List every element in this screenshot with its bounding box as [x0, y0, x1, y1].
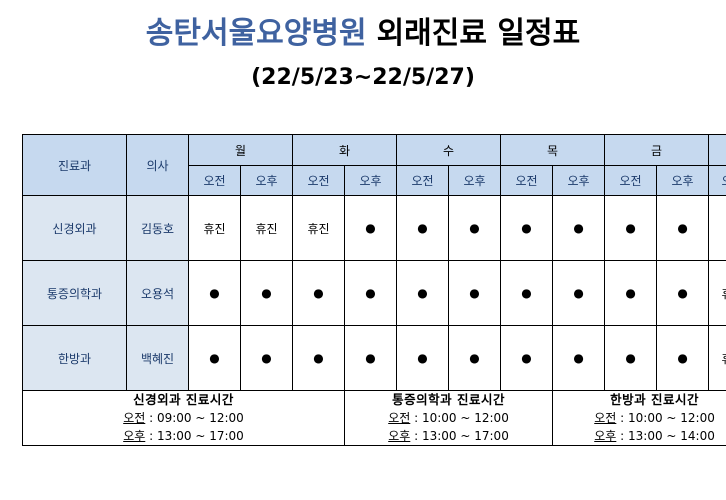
header-day-wed: 수	[396, 134, 502, 166]
header-day-mon: 월	[187, 134, 294, 166]
note-am-line: 오전 : 10:00 ~ 12:00	[553, 409, 726, 427]
row-department: 통증의학과	[22, 260, 127, 326]
row-department: 한방과	[22, 325, 127, 391]
note-am-label: 오전	[594, 411, 617, 425]
note-am-time: : 10:00 ~ 12:00	[414, 411, 509, 425]
header-session-sat-am: 오전	[708, 165, 726, 196]
slot-wed-am: ●	[396, 325, 450, 391]
note-pm-line: 오후 : 13:00 ~ 17:00	[23, 427, 344, 445]
row-doctor: 백혜진	[126, 325, 189, 391]
note-am-time: : 09:00 ~ 12:00	[149, 411, 244, 425]
note-title: 한방과 진료시간	[610, 392, 699, 407]
page-title: 송탄서울요양병원 외래진료 일정표 (22/5/23~22/5/27)	[0, 14, 726, 92]
row-doctor: 김동호	[126, 195, 189, 261]
title-subject: 외래진료 일정표	[376, 16, 581, 51]
note-pm-label: 오후	[388, 429, 411, 443]
header-day-sat: 토	[708, 134, 726, 166]
header-department: 진료과	[22, 134, 127, 196]
header-session-tue-am: 오전	[292, 165, 346, 196]
table-header-row-days: 진료과 의사 월 화 수 목 금 토	[22, 134, 726, 196]
slot-wed-pm: ●	[448, 195, 502, 261]
slot-mon-pm: 휴진	[239, 195, 294, 261]
slot-mon-am: ●	[188, 325, 241, 391]
slot-thu-pm: ●	[552, 325, 606, 391]
slot-wed-am: ●	[396, 195, 450, 261]
slot-fri-pm: ●	[656, 195, 710, 261]
slot-sat-am: ●	[708, 195, 726, 261]
slot-mon-am: 휴진	[188, 195, 241, 261]
header-session-fri-pm: 오후	[656, 165, 710, 196]
table-row: 통증의학과 오용석 ● ● ● ● ● ● ● ● ● ● 휴진	[22, 260, 726, 326]
note-pm-line: 오후 : 13:00 ~ 14:00	[553, 427, 726, 445]
note-pain-medicine: 통증의학과 진료시간 오전 : 10:00 ~ 12:00 오후 : 13:00…	[344, 390, 554, 446]
header-session-wed-am: 오전	[396, 165, 450, 196]
table-row: 한방과 백혜진 ● ● ● ● ● ● ● ● ● ● 휴진	[22, 325, 726, 391]
slot-tue-am: ●	[292, 260, 346, 326]
header-day-fri: 금	[604, 134, 710, 166]
slot-wed-pm: ●	[448, 260, 502, 326]
title-date-range: (22/5/23~22/5/27)	[251, 65, 475, 90]
note-pm-line: 오후 : 13:00 ~ 17:00	[345, 427, 552, 445]
title-line-primary: 송탄서울요양병원 외래진료 일정표	[0, 14, 726, 54]
header-doctor: 의사	[126, 134, 189, 196]
slot-mon-pm: ●	[239, 325, 294, 391]
row-doctor: 오용석	[126, 260, 189, 326]
slot-sat-am: 휴진	[708, 260, 726, 326]
slot-sat-am: 휴진	[708, 325, 726, 391]
header-day-tue: 화	[292, 134, 398, 166]
slot-tue-pm: ●	[344, 325, 398, 391]
note-pm-label: 오후	[594, 429, 617, 443]
header-session-tue-pm: 오후	[344, 165, 398, 196]
note-pm-time: : 13:00 ~ 17:00	[149, 429, 244, 443]
slot-mon-am: ●	[188, 260, 241, 326]
table-notes-row: 신경외과 진료시간 오전 : 09:00 ~ 12:00 오후 : 13:00 …	[21, 390, 726, 446]
slot-fri-pm: ●	[656, 325, 710, 391]
note-title: 통증의학과 진료시간	[392, 392, 505, 407]
note-am-line: 오전 : 09:00 ~ 12:00	[23, 409, 344, 427]
note-title: 신경외과 진료시간	[133, 392, 234, 407]
header-day-thu: 목	[500, 134, 606, 166]
note-am-label: 오전	[388, 411, 411, 425]
header-session-mon-am: 오전	[188, 165, 241, 196]
note-oriental-medicine: 한방과 진료시간 오전 : 10:00 ~ 12:00 오후 : 13:00 ~…	[552, 390, 726, 446]
header-session-thu-am: 오전	[500, 165, 554, 196]
slot-mon-pm: ●	[239, 260, 294, 326]
slot-thu-pm: ●	[552, 260, 606, 326]
note-am-label: 오전	[123, 411, 146, 425]
slot-fri-am: ●	[604, 325, 658, 391]
note-pm-time: : 13:00 ~ 17:00	[414, 429, 509, 443]
row-department: 신경외과	[22, 195, 127, 261]
slot-thu-am: ●	[500, 325, 554, 391]
slot-tue-am: ●	[292, 325, 346, 391]
slot-wed-am: ●	[396, 260, 450, 326]
slot-thu-am: ●	[500, 260, 554, 326]
slot-thu-pm: ●	[552, 195, 606, 261]
header-session-mon-pm: 오후	[239, 165, 294, 196]
header-session-thu-pm: 오후	[552, 165, 606, 196]
note-pm-label: 오후	[123, 429, 146, 443]
slot-tue-pm: ●	[344, 195, 398, 261]
slot-fri-pm: ●	[656, 260, 710, 326]
slot-fri-am: ●	[604, 260, 658, 326]
slot-fri-am: ●	[604, 195, 658, 261]
schedule-table: 진료과 의사 월 화 수 목 금 토 오전 오후 오전 오후 오전 오후 오전 …	[21, 134, 726, 446]
slot-tue-am: 휴진	[292, 195, 346, 261]
table-row: 신경외과 김동호 휴진 휴진 휴진 ● ● ● ● ● ● ● ●	[22, 195, 726, 261]
note-neurosurgery: 신경외과 진료시간 오전 : 09:00 ~ 12:00 오후 : 13:00 …	[21, 390, 346, 446]
note-am-line: 오전 : 10:00 ~ 12:00	[345, 409, 552, 427]
header-session-fri-am: 오전	[604, 165, 658, 196]
note-pm-time: : 13:00 ~ 14:00	[620, 429, 715, 443]
hospital-name: 송탄서울요양병원	[145, 16, 367, 51]
table-header-row-sessions: 오전 오후 오전 오후 오전 오후 오전 오후 오전 오후 오전	[23, 165, 726, 196]
slot-tue-pm: ●	[344, 260, 398, 326]
header-session-wed-pm: 오후	[448, 165, 502, 196]
note-am-time: : 10:00 ~ 12:00	[620, 411, 715, 425]
slot-wed-pm: ●	[448, 325, 502, 391]
slot-thu-am: ●	[500, 195, 554, 261]
